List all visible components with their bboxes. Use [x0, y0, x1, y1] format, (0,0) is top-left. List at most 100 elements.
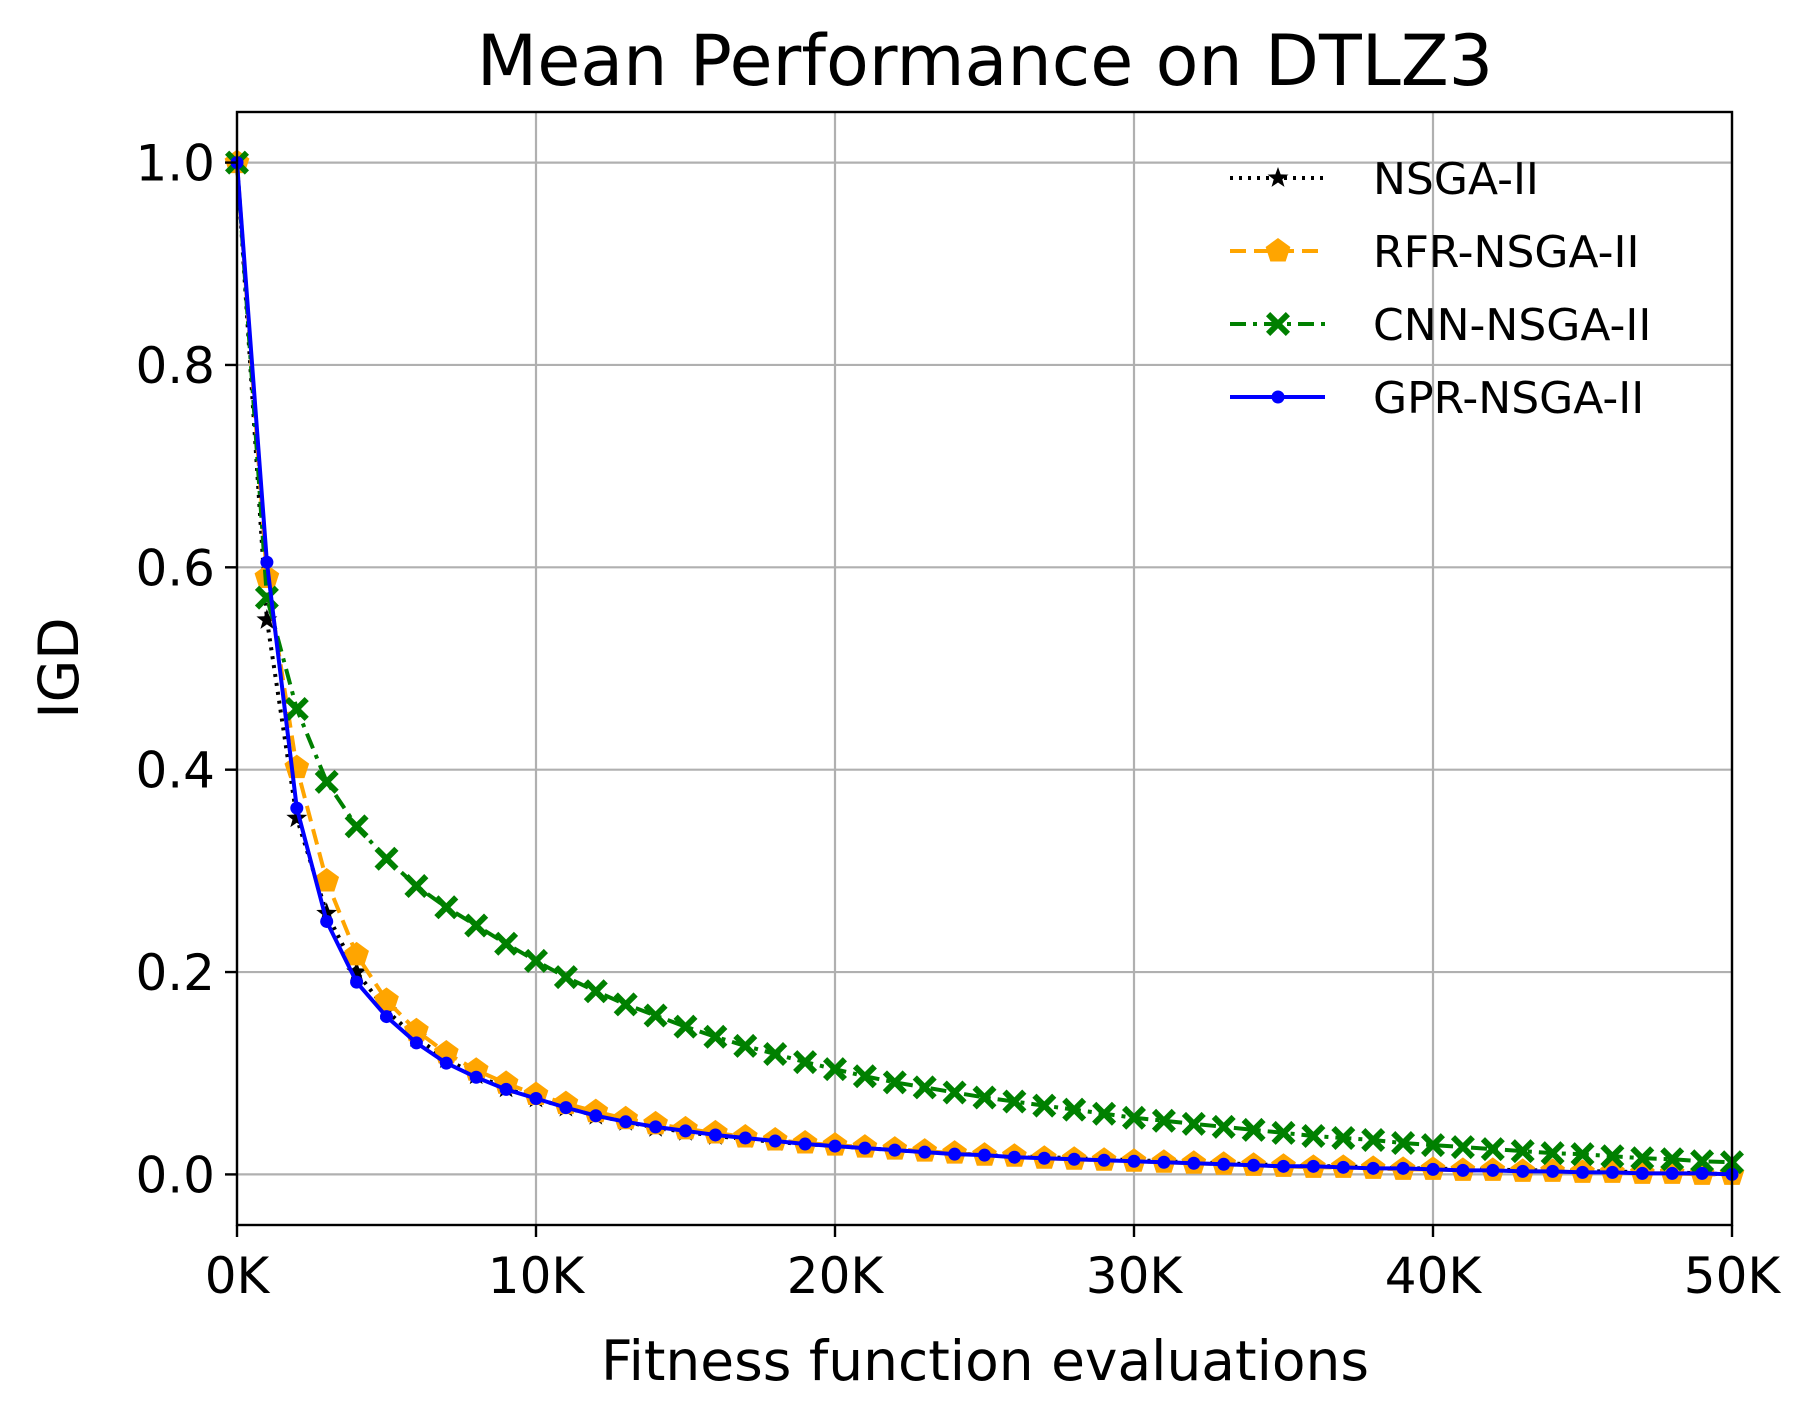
data-point — [1301, 1123, 1326, 1148]
legend-label: RFR-NSGA-II — [1373, 227, 1639, 278]
x-tick-label: 10K — [488, 1247, 586, 1305]
data-point — [524, 948, 548, 973]
data-point — [1690, 1149, 1715, 1174]
data-point — [673, 1014, 698, 1039]
data-point — [733, 1033, 758, 1058]
data-point — [1241, 1117, 1266, 1142]
x-tick-label: 20K — [787, 1247, 885, 1305]
legend: NSGA-II RFR-NSGA-II CNN-NSGA-II GPR-NSGA-II — [1230, 154, 1651, 424]
data-point — [972, 1085, 997, 1110]
data-point — [1062, 1097, 1087, 1122]
data-point — [1007, 1150, 1021, 1164]
data-point — [1271, 1120, 1296, 1145]
data-point — [284, 696, 309, 721]
data-point — [350, 975, 364, 989]
x-tick-label: 50K — [1684, 1247, 1782, 1305]
data-point — [1510, 1139, 1535, 1164]
data-point — [314, 769, 339, 794]
data-point — [763, 1042, 788, 1066]
legend-marker — [1271, 390, 1285, 404]
data-point — [1336, 1160, 1350, 1174]
data-point — [1546, 1164, 1560, 1178]
data-point — [1247, 1158, 1261, 1172]
data-point — [1361, 1128, 1386, 1153]
data-point — [316, 902, 338, 923]
data-point — [1516, 1164, 1530, 1178]
data-point — [374, 846, 399, 871]
data-point — [1122, 1105, 1146, 1130]
data-point — [320, 914, 334, 928]
data-point — [1456, 1163, 1470, 1177]
y-tick-label: 0.0 — [135, 1146, 215, 1204]
data-point — [912, 1075, 937, 1100]
legend-item-rfr-nsga-ii: RFR-NSGA-II — [1230, 227, 1639, 278]
data-point — [1660, 1147, 1685, 1172]
data-point — [1157, 1155, 1171, 1169]
data-point — [703, 1024, 728, 1049]
data-point — [948, 1147, 962, 1161]
data-point — [858, 1141, 872, 1155]
data-point — [613, 992, 638, 1017]
data-point — [1630, 1146, 1655, 1171]
data-point — [768, 1134, 782, 1148]
legend-item-gpr-nsga-ii: GPR-NSGA-II — [1230, 373, 1644, 424]
data-point — [643, 1003, 668, 1028]
legend-label: GPR-NSGA-II — [1373, 373, 1644, 424]
data-point — [380, 1010, 393, 1024]
data-point — [888, 1143, 902, 1157]
data-point — [1331, 1125, 1356, 1150]
data-point — [828, 1139, 842, 1153]
data-point — [1181, 1111, 1206, 1136]
x-tick-label: 40K — [1385, 1247, 1483, 1305]
y-tick-label: 0.2 — [135, 944, 215, 1002]
data-point — [344, 814, 369, 839]
data-point — [1032, 1093, 1057, 1118]
data-point — [649, 1120, 663, 1134]
data-point — [374, 987, 399, 1011]
y-tick-label: 0.8 — [135, 337, 215, 395]
data-point — [344, 941, 369, 966]
data-point — [798, 1137, 812, 1151]
data-point — [1426, 1162, 1440, 1176]
legend-item-cnn-nsga-ii: CNN-NSGA-II — [1230, 300, 1651, 351]
x-tick-label: 30K — [1086, 1247, 1184, 1305]
data-point — [1127, 1154, 1141, 1168]
y-tick-label: 0.4 — [135, 742, 215, 800]
data-point — [1306, 1159, 1320, 1173]
data-point — [589, 1109, 603, 1123]
data-point — [1217, 1157, 1231, 1171]
data-point — [1421, 1133, 1445, 1158]
data-point — [1092, 1101, 1117, 1126]
data-point — [409, 1036, 423, 1050]
y-axis-label: IGD — [27, 617, 91, 718]
data-point — [942, 1080, 967, 1105]
legend-label: CNN-NSGA-II — [1373, 300, 1651, 351]
data-point — [1540, 1141, 1565, 1166]
data-point — [1450, 1135, 1475, 1160]
data-point — [1211, 1114, 1236, 1139]
data-point — [260, 555, 274, 569]
series-gpr-nsga-ii — [230, 156, 1739, 1181]
series-layer — [224, 149, 1745, 1185]
data-point — [553, 965, 578, 990]
data-point — [1695, 1166, 1709, 1180]
data-point — [404, 874, 429, 899]
chart-title: Mean Performance on DTLZ3 — [477, 20, 1493, 102]
data-point — [978, 1148, 991, 1162]
data-point — [290, 801, 304, 815]
data-point — [346, 961, 368, 981]
data-point — [314, 867, 340, 892]
plot-frame — [235, 110, 1734, 1227]
data-point — [918, 1145, 932, 1159]
data-point — [494, 931, 519, 956]
data-point — [1277, 1159, 1290, 1173]
legend-item-nsga-ii: NSGA-II — [1230, 154, 1539, 205]
data-point — [1570, 1142, 1595, 1167]
x-axis-label: Fitness function evaluations — [601, 1329, 1369, 1393]
data-point — [529, 1092, 543, 1106]
legend-marker — [1265, 238, 1291, 262]
data-point — [1665, 1166, 1679, 1180]
legend-marker — [1267, 167, 1289, 187]
